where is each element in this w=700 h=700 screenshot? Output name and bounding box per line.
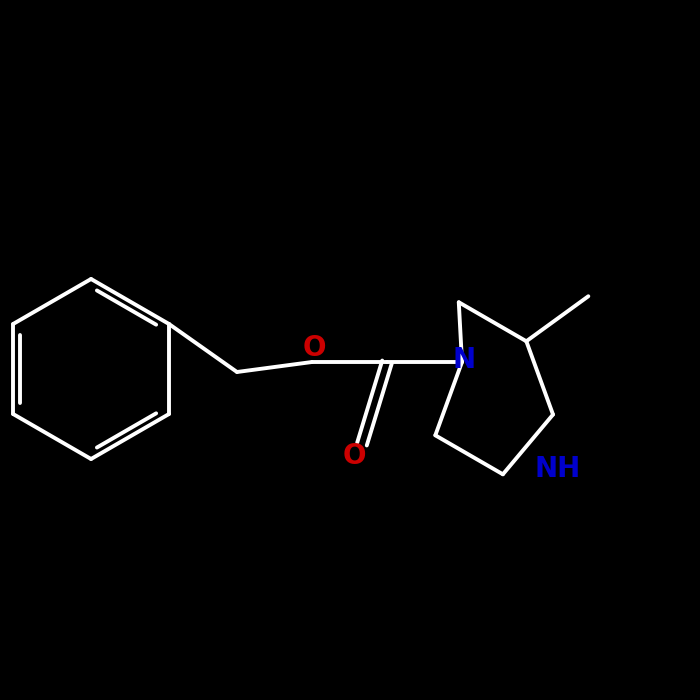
- Text: O: O: [302, 334, 326, 362]
- Text: NH: NH: [535, 455, 581, 483]
- Text: N: N: [452, 346, 475, 374]
- Text: O: O: [342, 442, 365, 470]
